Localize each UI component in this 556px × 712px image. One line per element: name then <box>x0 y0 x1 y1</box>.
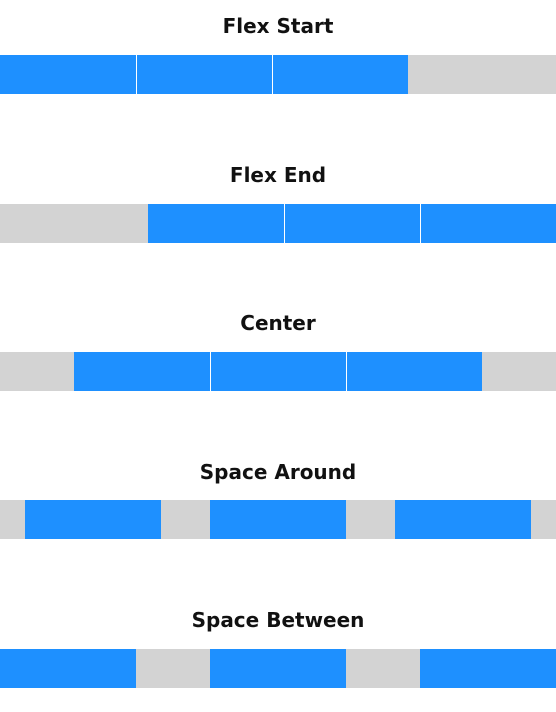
flex-item <box>0 649 136 688</box>
section-title: Flex End <box>229 163 327 187</box>
flex-container <box>0 352 556 391</box>
flex-item <box>210 352 346 391</box>
flex-container <box>0 204 556 243</box>
flex-item <box>420 649 556 688</box>
flex-item <box>0 55 136 94</box>
flex-container <box>0 55 556 94</box>
flex-item <box>284 204 420 243</box>
section-title: Flex Start <box>222 14 334 38</box>
flex-item <box>272 55 408 94</box>
section-title: Center <box>240 311 316 335</box>
flex-item <box>346 352 482 391</box>
flex-item <box>74 352 210 391</box>
flex-item <box>395 500 532 539</box>
flex-item <box>420 204 556 243</box>
flex-container <box>0 500 556 539</box>
flex-item <box>24 500 161 539</box>
section-title: Space Between <box>191 608 365 632</box>
flex-item <box>136 55 272 94</box>
section-title: Space Around <box>199 460 357 484</box>
flex-item <box>210 649 346 688</box>
flex-item <box>148 204 284 243</box>
flex-item <box>209 500 346 539</box>
flex-container <box>0 649 556 688</box>
